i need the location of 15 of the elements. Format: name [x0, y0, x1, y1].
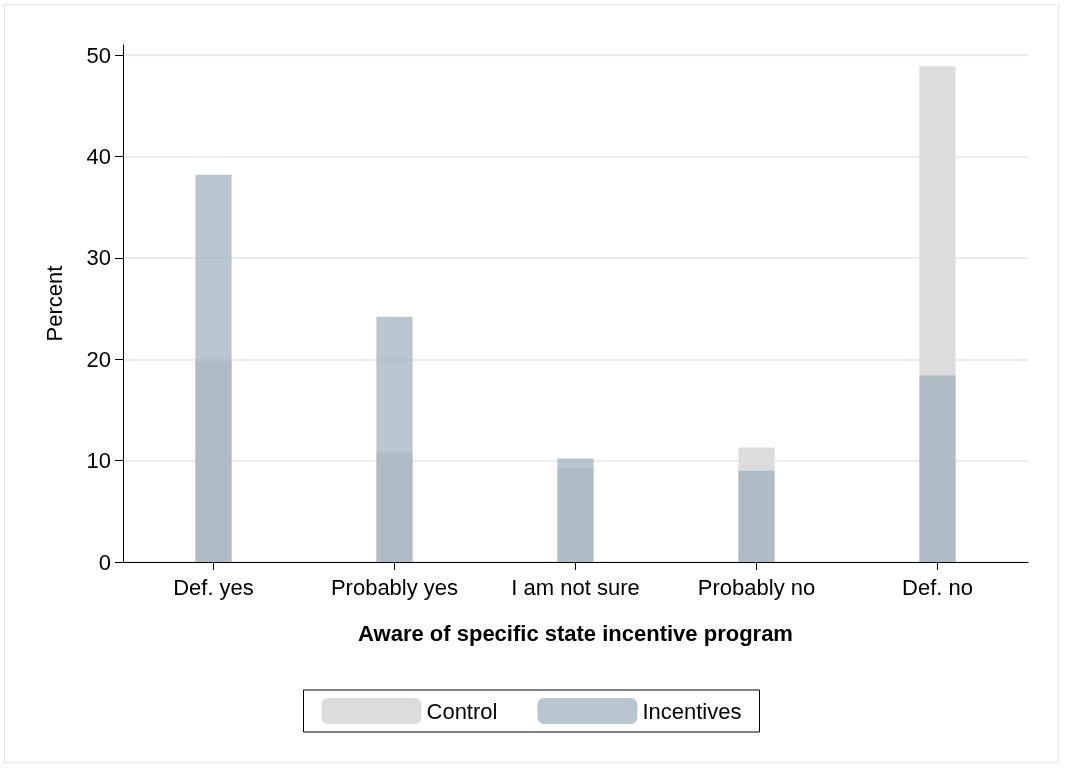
x-tick-label: Def. no — [902, 574, 973, 600]
x-tick-label: Def. yes — [173, 574, 254, 600]
y-tick-label: 50 — [86, 42, 111, 68]
x-tick-label: I am not sure — [511, 574, 640, 600]
legend-label: Control — [426, 698, 498, 724]
x-axis-title: Aware of specific state incentive program — [358, 620, 793, 646]
y-axis-title: Percent — [41, 265, 67, 342]
x-tick-label: Probably yes — [330, 574, 459, 600]
y-tick-label: 40 — [86, 144, 111, 170]
y-tick-label: 10 — [86, 448, 111, 474]
y-tick-label: 0 — [98, 549, 111, 575]
y-tick-label: 30 — [86, 245, 111, 271]
legend-label: Incentives — [642, 698, 742, 724]
y-tick-label: 20 — [86, 346, 111, 372]
x-tick-label: Probably no — [697, 574, 816, 600]
